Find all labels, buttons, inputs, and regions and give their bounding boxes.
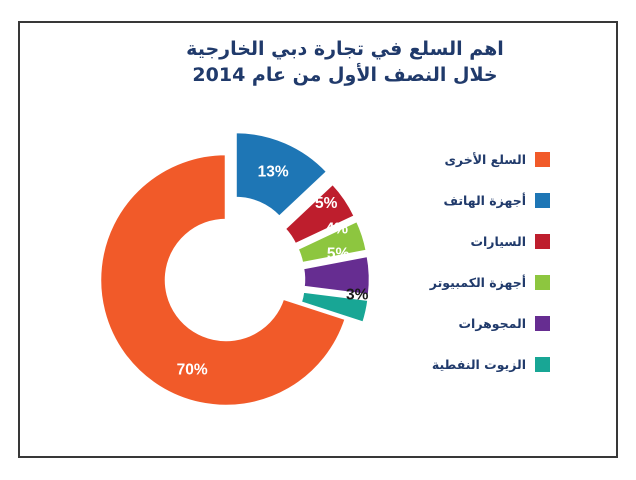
slice-percent-label-2: 4% [326,221,349,238]
slice-percent-label-4: 3% [346,286,369,303]
legend-item-2: السيارات [430,234,550,249]
legend-item-5: الزيوت النفطية [430,357,550,372]
legend-swatch-2 [535,234,550,249]
slice-percent-label-3: 5% [327,246,350,263]
legend-label-3: أجهزة الكمبيوتر [429,275,526,290]
chart-title-line2: خلال النصف الأول من عام 2014 [192,64,498,86]
legend-label-1: أجهزة الهاتف [443,193,526,208]
slice-percent-label-1: 5% [315,195,338,212]
legend-item-0: السلع الأخرى [430,152,550,167]
legend-item-4: المجوهرات [430,316,550,331]
chart-legend: السلع الأخرى أجهزة الهاتف السيارات أجهزة ال… [430,152,550,372]
legend-item-1: أجهزة الهاتف [430,193,550,208]
chart-title: اهم السلع في تجارة دبي الخارجية خلال الن… [59,36,631,88]
legend-swatch-5 [535,357,550,372]
legend-swatch-4 [535,316,550,331]
donut-slice-3[interactable] [301,254,372,297]
donut-slice-4[interactable] [299,290,370,325]
donut-slice-0[interactable] [234,130,330,219]
donut-slice-5[interactable] [98,152,348,408]
chart-title-line1: اهم السلع في تجارة دبي الخارجية [186,38,504,60]
legend-label-4: المجوهرات [458,316,527,331]
legend-item-3: أجهزة الكمبيوتر [430,275,550,290]
slice-percent-label-0: 13% [258,163,289,180]
legend-swatch-3 [535,275,550,290]
legend-label-0: السلع الأخرى [444,152,526,167]
legend-swatch-1 [535,193,550,208]
legend-label-2: السيارات [470,234,526,249]
legend-label-5: الزيوت النفطية [431,357,526,372]
legend-swatch-0 [535,152,550,167]
donut-slice-1[interactable] [282,181,357,247]
slice-percent-label-5: 70% [177,361,208,378]
donut-slice-2[interactable] [295,219,369,265]
